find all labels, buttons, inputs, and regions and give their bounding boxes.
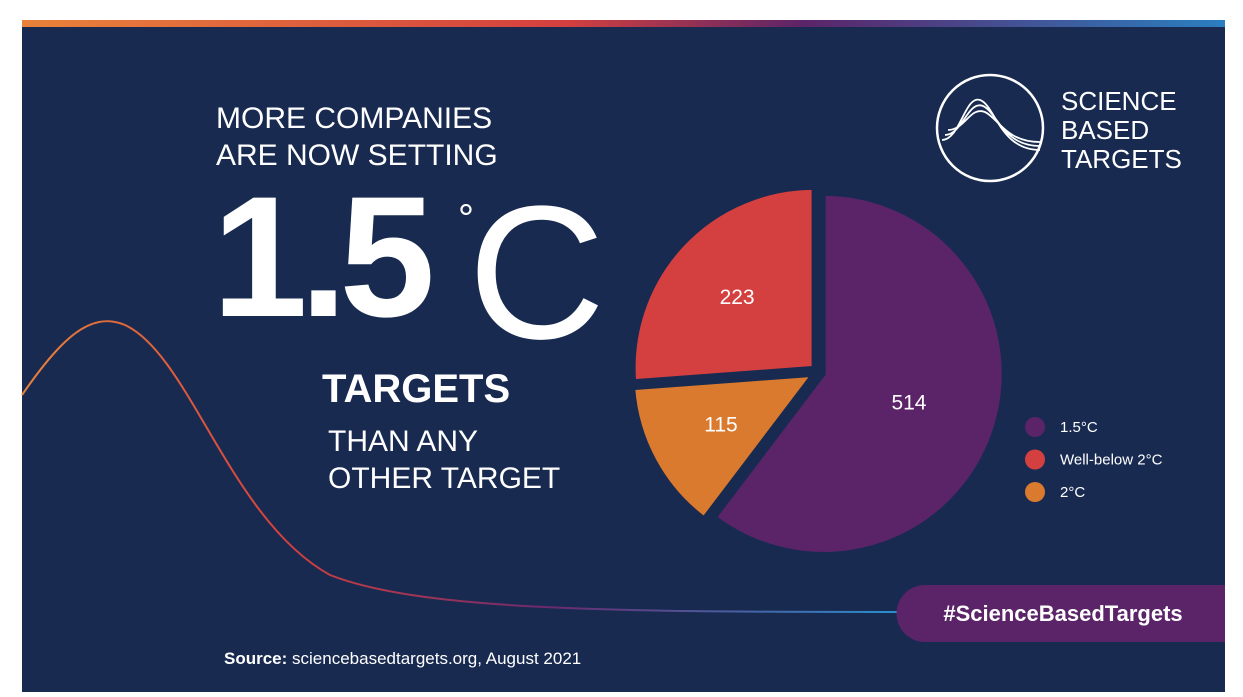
logo-text: TARGETS [1061, 144, 1182, 174]
pie-slice [712, 191, 1006, 556]
headline: MORE COMPANIES [216, 102, 492, 135]
hashtag: #ScienceBasedTargets [943, 601, 1182, 626]
pie-slice [631, 185, 816, 384]
logo-text: SCIENCE [1061, 86, 1177, 116]
legend-label: 2°C [1060, 484, 1085, 501]
panel [22, 20, 1225, 692]
big-number: 1.5 [212, 161, 430, 353]
slice-label: 115 [704, 414, 737, 437]
headline: THAN ANY [328, 425, 478, 458]
logo-text: BASED [1061, 115, 1149, 145]
hashtag-pill [896, 585, 1225, 642]
legend-swatch [1025, 482, 1045, 502]
wave-line [21, 320, 901, 613]
legend-swatch [1025, 449, 1045, 470]
degree-sign: ° [458, 197, 474, 241]
logo-circle [935, 73, 1045, 183]
headline: ARE NOW SETTING [216, 139, 498, 172]
legend-label: 1.5°C [1060, 419, 1098, 436]
source-text: sciencebasedtargets.org, August 2021 [292, 649, 581, 668]
pie-slice [631, 372, 817, 522]
slice-label: 223 [720, 286, 755, 309]
top-stripe [22, 20, 1225, 27]
headline-targets: TARGETS [322, 367, 510, 411]
unit: C [468, 167, 605, 379]
legend-swatch [1025, 417, 1045, 437]
source: Source: sciencebasedtargets.org, August … [224, 649, 581, 668]
logo: SCIENCE BASED TARGETS [935, 73, 1182, 183]
legend-label: Well-below 2°C [1060, 452, 1163, 469]
slice-label: 514 [891, 392, 926, 415]
logo-waves [941, 99, 1041, 151]
headline: OTHER TARGET [328, 462, 560, 495]
source-label: Source: [224, 649, 287, 668]
